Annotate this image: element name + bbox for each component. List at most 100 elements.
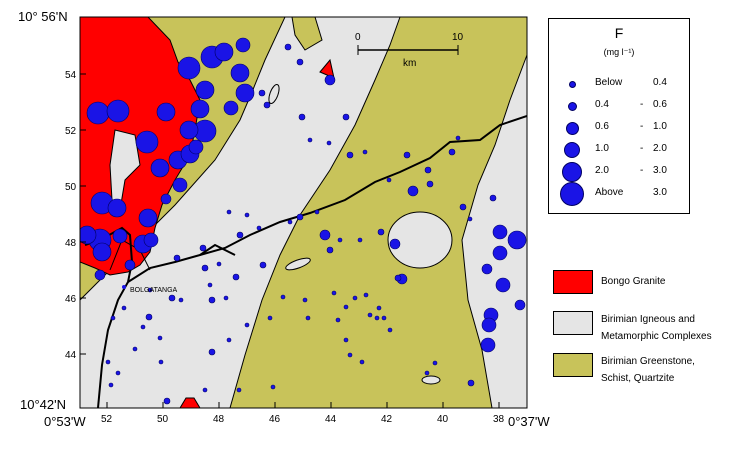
geology-label: Birimian Greenstone, Schist, Quartzite	[601, 356, 695, 384]
longitude-tick-label: 46	[269, 414, 281, 425]
sample-point	[179, 120, 199, 140]
longitude-tick-label: 50	[157, 414, 169, 425]
legend-dot	[564, 142, 580, 158]
sample-point	[346, 151, 354, 159]
sample-point	[244, 212, 250, 218]
sample-point	[110, 315, 116, 321]
sample-point	[424, 370, 430, 376]
legend-class-row: Below 0.4	[549, 77, 689, 97]
sample-point	[156, 102, 176, 122]
legend-class-row: Above 3.0	[549, 182, 689, 207]
legend-to: 0.6	[653, 99, 667, 110]
geology-swatch	[553, 353, 593, 377]
sample-point	[235, 83, 255, 103]
longitude-tick-label: 38	[493, 414, 505, 425]
sample-point	[115, 370, 121, 376]
sample-point	[150, 158, 170, 178]
longitude-tick-label: 52	[101, 414, 113, 425]
sample-point	[267, 315, 273, 321]
sample-point	[202, 387, 208, 393]
sample-point	[319, 229, 331, 241]
sample-point	[389, 238, 401, 250]
legend-dot	[568, 80, 576, 88]
sample-point	[143, 232, 159, 248]
sample-point	[195, 80, 215, 100]
sample-point	[178, 297, 184, 303]
sample-point	[386, 177, 392, 183]
sample-point	[343, 304, 349, 310]
longitude-tick-label: 48	[213, 414, 225, 425]
sample-point	[226, 209, 232, 215]
sample-point	[236, 231, 244, 239]
sample-point	[324, 74, 336, 86]
sample-point	[259, 261, 267, 269]
sample-point	[107, 198, 127, 218]
sample-point	[92, 242, 112, 262]
road-minor	[109, 239, 151, 271]
sample-point	[230, 63, 250, 83]
sample-point	[357, 237, 363, 243]
latitude-tick-label: 54	[65, 70, 77, 81]
legend-from: 0.4	[595, 99, 609, 110]
sample-point	[305, 315, 311, 321]
sample-point	[199, 244, 207, 252]
sample-point	[135, 130, 159, 154]
sample-point	[424, 166, 432, 174]
sample-point	[263, 101, 271, 109]
igneous-inlier-north	[268, 84, 280, 104]
sample-point	[80, 225, 97, 245]
bottom-left-latitude: 10°42'N	[20, 397, 66, 412]
sample-point	[387, 327, 393, 333]
sample-point	[287, 219, 293, 225]
sample-point	[326, 140, 332, 146]
legend-dot	[560, 182, 584, 206]
sample-point	[226, 337, 232, 343]
sample-point	[335, 317, 341, 323]
legend-dash: -	[640, 121, 644, 132]
sample-point	[489, 194, 497, 202]
sample-point	[244, 322, 250, 328]
latitude-tick-label: 44	[65, 350, 77, 361]
legend-class-row: 2.0 -3.0	[549, 162, 689, 185]
sample-point	[367, 312, 373, 318]
sample-point	[363, 292, 369, 298]
geology-label: Bongo Granite	[601, 276, 666, 287]
sample-point	[108, 382, 114, 388]
sample-point	[138, 208, 158, 228]
sample-point	[376, 305, 382, 311]
sample-point	[352, 295, 358, 301]
sample-point	[481, 263, 493, 275]
sample-point	[235, 37, 251, 53]
sample-point	[140, 324, 146, 330]
scale-unit-label: km	[403, 58, 416, 69]
sample-point	[284, 43, 292, 51]
sample-point	[188, 139, 204, 155]
bongo-granite-outlier-south	[179, 397, 201, 408]
sample-point	[86, 101, 110, 125]
sample-point	[455, 135, 461, 141]
latitude-tick-label: 52	[65, 126, 77, 137]
sample-point	[236, 387, 242, 393]
sample-point	[145, 313, 153, 321]
geology-swatch	[553, 311, 593, 335]
legend-class-row: 1.0 -2.0	[549, 142, 689, 163]
legend-to: 3.0	[653, 165, 667, 176]
top-left-latitude: 10° 56'N	[18, 9, 68, 24]
sample-point	[223, 295, 229, 301]
sample-point	[514, 299, 526, 311]
legend-class-row: 0.6 -1.0	[549, 121, 689, 141]
legend-from: Below	[595, 77, 623, 88]
town-label: BOLGATANGA	[130, 287, 178, 294]
fluoride-sample-points	[80, 37, 527, 405]
legend-dash: -	[640, 99, 644, 110]
sample-point	[105, 359, 111, 365]
sample-point	[298, 113, 306, 121]
sample-point	[121, 305, 127, 311]
sample-point	[492, 245, 508, 261]
sample-point	[124, 259, 136, 271]
latitude-tick-label: 46	[65, 294, 77, 305]
bottom-right-longitude: 0°37'W	[508, 414, 550, 429]
legend-to: 1.0	[653, 121, 667, 132]
sample-point	[280, 294, 286, 300]
legend-dash: -	[640, 165, 644, 176]
